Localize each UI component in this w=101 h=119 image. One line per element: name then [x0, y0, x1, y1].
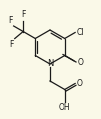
Text: OH: OH: [59, 103, 70, 112]
Text: O: O: [78, 57, 84, 67]
Text: F: F: [8, 16, 13, 25]
Text: F: F: [21, 10, 25, 19]
Text: F: F: [9, 40, 13, 49]
Text: O: O: [77, 79, 83, 88]
Text: N: N: [47, 60, 53, 69]
Text: Cl: Cl: [77, 28, 84, 37]
